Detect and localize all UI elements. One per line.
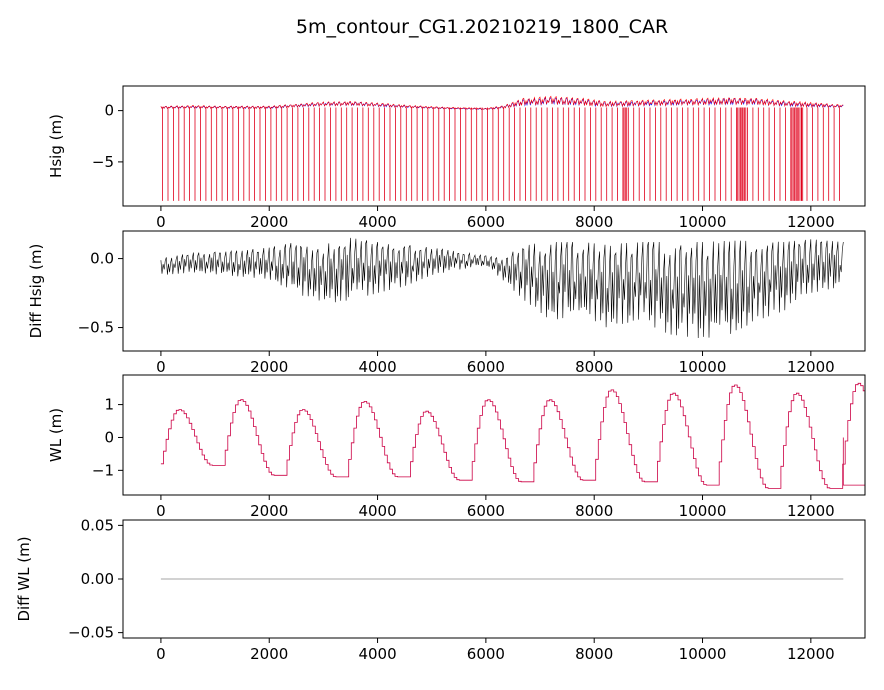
x-tick-label: 6000 — [467, 358, 505, 376]
y-tick-label: 0.00 — [81, 570, 114, 588]
x-tick-label: 2000 — [250, 358, 288, 376]
series-line-0 — [160, 96, 844, 110]
x-tick-label: 12000 — [787, 213, 835, 231]
y-axis-label: WL (m) — [47, 408, 65, 462]
y-tick-label: 1 — [104, 396, 114, 414]
figure-title: 5m_contour_CG1.20210219_1800_CAR — [296, 16, 668, 38]
series-line-0 — [160, 237, 844, 339]
x-tick-label: 0 — [156, 645, 166, 663]
x-tick-label: 4000 — [358, 358, 396, 376]
plot-area — [160, 95, 844, 201]
x-tick-label: 8000 — [575, 502, 613, 520]
y-axis-label: Hsig (m) — [47, 114, 65, 178]
x-tick-label: 6000 — [467, 645, 505, 663]
x-tick-label: 10000 — [679, 645, 727, 663]
y-tick-label: 0.0 — [90, 250, 114, 268]
series-line-0 — [160, 382, 865, 489]
series-line-1 — [160, 95, 844, 110]
panel-diff_wl: 0 2000 4000 6000 8000 10000 12000 0.05 0.00 −0.05… — [15, 516, 866, 663]
x-tick-label: 8000 — [575, 213, 613, 231]
x-tick-label: 10000 — [679, 502, 727, 520]
panel-wl: 0 2000 4000 6000 8000 10000 12000 1 0 −1 WL (m) — [47, 374, 866, 520]
x-tick-label: 6000 — [467, 213, 505, 231]
x-tick-label: 2000 — [250, 502, 288, 520]
x-tick-label: 4000 — [358, 213, 396, 231]
spike-lines — [162, 107, 840, 201]
x-tick-label: 10000 — [679, 358, 727, 376]
x-tick-label: 8000 — [575, 645, 613, 663]
y-tick-label: −1 — [92, 461, 114, 479]
y-tick-label: −0.5 — [78, 319, 114, 337]
x-tick-label: 6000 — [467, 502, 505, 520]
panel-diff_hsig: 0 2000 4000 6000 8000 10000 12000 0.0 −0.5 Diff H… — [27, 230, 866, 376]
x-tick-label: 8000 — [575, 358, 613, 376]
x-tick-label: 4000 — [358, 502, 396, 520]
y-tick-label: −0.05 — [68, 624, 114, 642]
x-tick-label: 10000 — [679, 213, 727, 231]
axes-frame — [122, 374, 866, 496]
x-tick-label: 0 — [156, 213, 166, 231]
y-axis-label: Diff Hsig (m) — [27, 244, 45, 339]
x-tick-label: 2000 — [250, 645, 288, 663]
y-tick-label: −5 — [92, 153, 114, 171]
axes-frame — [122, 85, 866, 207]
plot-area — [160, 237, 844, 339]
plot-area — [160, 382, 865, 489]
x-tick-label: 0 — [156, 502, 166, 520]
y-tick-label: 0 — [104, 428, 114, 446]
axes-frame — [122, 230, 866, 352]
y-axis-label: Diff WL (m) — [15, 536, 33, 621]
y-tick-label: 0.05 — [81, 516, 114, 534]
x-tick-label: 12000 — [787, 502, 835, 520]
x-tick-label: 0 — [156, 358, 166, 376]
y-tick-label: 0 — [104, 102, 114, 120]
panel-hsig: 0 2000 4000 6000 8000 10000 12000 0 −5 Hsig (m) — [47, 85, 866, 231]
x-tick-label: 12000 — [787, 645, 835, 663]
x-tick-label: 4000 — [358, 645, 396, 663]
x-tick-label: 12000 — [787, 358, 835, 376]
x-tick-label: 2000 — [250, 213, 288, 231]
